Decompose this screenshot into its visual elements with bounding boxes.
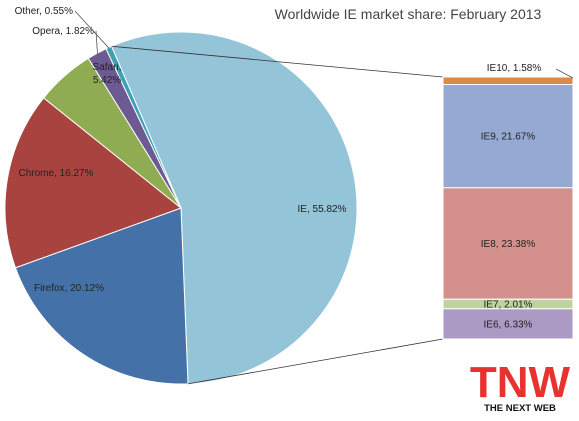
- pie-label-safari: Safari, 5.42%: [93, 62, 122, 86]
- pie-label-firefox: Firefox, 20.12%: [34, 283, 104, 294]
- bar-segment-ie9: [442, 84, 574, 189]
- bar-label-ie8: IE8, 23.38%: [481, 239, 536, 250]
- bar-segment-ie6: [442, 308, 574, 340]
- breakdown-connectors: [111, 45, 444, 385]
- bar-label-ie10: IE10, 1.58%: [487, 63, 542, 74]
- tnw-logo-text: TNW: [470, 358, 571, 407]
- pie-label-ie: IE, 55.82%: [298, 204, 347, 215]
- pie-chart: IE, 55.82% Firefox, 20.12% Chrome, 16.27% S…: [4, 6, 358, 385]
- pie-label-opera: Opera, 1.82%: [32, 26, 94, 37]
- leader-line-opera: [95, 30, 98, 55]
- pie-label-other: Other, 0.55%: [15, 6, 73, 17]
- pie-label-chrome: Chrome, 16.27%: [18, 168, 93, 179]
- bar-label-ie6: IE6, 6.33%: [484, 319, 533, 330]
- pie-slice-chrome: [4, 97, 183, 269]
- bar-label-ie9: IE9, 21.67%: [481, 132, 536, 143]
- pie-slice-firefox: [14, 207, 189, 385]
- ie-version-breakdown-bar: IE10, 1.58% IE9, 21.67% IE8, 23.38% IE7, 2.…: [442, 63, 574, 340]
- bar-label-ie7: IE7, 2.01%: [484, 300, 533, 311]
- tnw-logo: TNW THE NEXT WEB: [470, 358, 571, 414]
- connector-line-top: [111, 45, 444, 78]
- connector-line-bottom: [187, 338, 444, 385]
- chart-title: Worldwide IE market share: February 2013: [275, 6, 542, 22]
- pie-slice-ie: [110, 31, 358, 385]
- bar-segment-ie10: [442, 76, 574, 86]
- tnw-logo-tagline: THE NEXT WEB: [484, 403, 556, 414]
- bar-segment-ie8: [442, 187, 574, 300]
- leader-line-other: [74, 10, 110, 49]
- leader-line-ie10: [555, 68, 574, 79]
